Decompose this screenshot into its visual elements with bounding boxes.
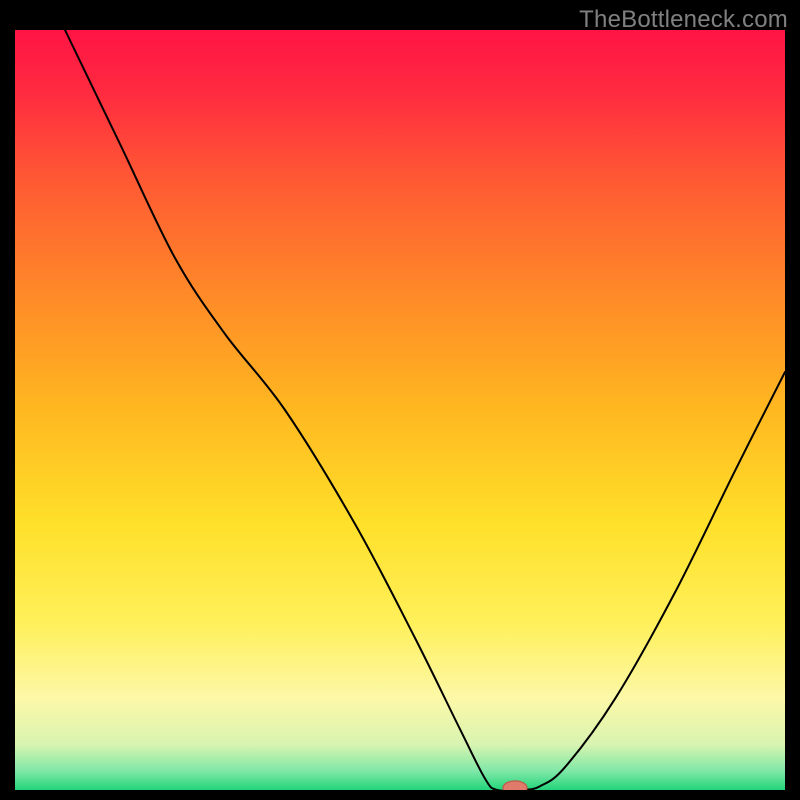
chart-frame: TheBottleneck.com [0,0,800,800]
gradient-background [15,30,785,790]
chart-svg [15,30,785,790]
plot-area [15,30,785,790]
optimal-marker [503,781,527,790]
